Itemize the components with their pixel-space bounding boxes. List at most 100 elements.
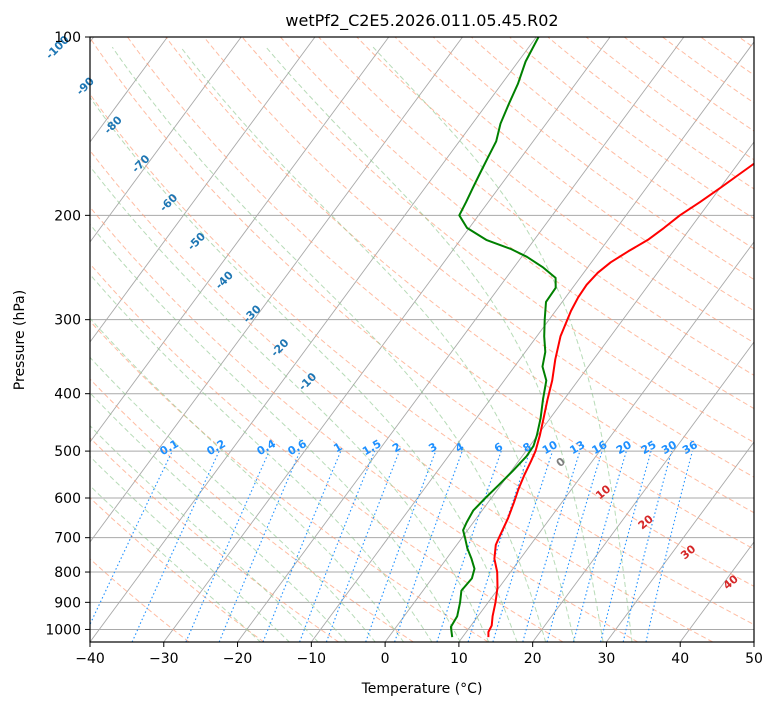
dry-adiabat-lines [90, 37, 754, 642]
dry-adiabat-line [165, 37, 754, 514]
x-axis-label: Temperature (°C) [361, 681, 483, 697]
mixing-ratio-label: 0.6 [286, 437, 310, 458]
moist-adiabat-line [90, 455, 291, 642]
temperature-profile-line [487, 162, 754, 638]
isotherm-lines [90, 37, 754, 642]
mixing-ratio-label: 25 [639, 438, 659, 457]
mixing-ratio-line [546, 450, 603, 642]
dry-adiabat-line [90, 497, 265, 642]
isotherm-label: -80 [102, 113, 125, 136]
isotherm-line [90, 37, 537, 642]
isotherm-label: -30 [241, 302, 264, 325]
dry-adiabat-line [90, 263, 564, 642]
x-tick-label: −40 [75, 651, 105, 667]
dry-adiabat-label: 40 [721, 572, 741, 592]
mixing-ratio-line [131, 450, 220, 642]
line-annotations: 0.1 0.2 0.4 0.6 1 1.5 2 3 4 6 8 10 13 16 20 25 30 36-100-… [43, 33, 741, 592]
x-tick-label: 50 [745, 651, 763, 667]
dry-adiabat-line [90, 149, 713, 642]
moist-adiabat-line [90, 96, 518, 642]
moist-adiabat-line [180, 46, 575, 642]
mixing-ratio-line [262, 450, 342, 642]
mixing-ratio-label: 36 [680, 438, 700, 457]
mixing-ratio-label: 1.5 [360, 437, 383, 458]
isotherm-line [384, 141, 754, 642]
x-axis-ticks: −40 −30 −20 −10 0 10 20 30 40 50 [75, 642, 763, 667]
y-tick-label: 400 [54, 387, 81, 403]
mixing-ratio-label: 2 [390, 440, 403, 455]
isotherm-line [90, 37, 463, 543]
x-tick-label: 0 [381, 651, 390, 667]
mixing-ratio-line [436, 450, 502, 642]
x-tick-label: −10 [297, 651, 327, 667]
y-tick-label: 500 [54, 444, 81, 460]
moist-adiabat-line [111, 46, 547, 642]
moist-adiabat-line [372, 46, 633, 642]
dry-adiabat-label: 20 [636, 512, 656, 532]
isotherm-line [237, 37, 685, 642]
y-tick-label: 300 [54, 313, 81, 329]
isotherm-label: -70 [129, 152, 152, 175]
dry-adiabat-line [90, 37, 754, 587]
mixing-ratio-lines [90, 450, 693, 642]
mixing-ratio-label: 3 [426, 440, 439, 455]
mixing-ratio-line [218, 450, 301, 642]
dry-adiabat-line [90, 437, 339, 642]
sounding-profiles [449, 37, 754, 638]
dry-adiabat-line [90, 93, 754, 626]
mixing-ratio-line [299, 450, 376, 642]
isotherm-line [532, 341, 754, 642]
dry-adiabat-line [700, 37, 754, 76]
mixing-ratio-line [492, 450, 554, 642]
moist-adiabat-lines [90, 46, 633, 642]
y-tick-label: 700 [54, 531, 81, 547]
mixing-ratio-line [522, 450, 581, 642]
isotherm-label: -90 [74, 74, 97, 97]
x-tick-label: 30 [598, 651, 616, 667]
dry-adiabat-line [547, 37, 754, 190]
y-tick-label: 800 [54, 565, 81, 581]
pressure-gridlines [90, 36, 754, 630]
dry-adiabat-line [509, 37, 754, 220]
moist-adiabat-line [265, 46, 604, 642]
isotherm-line [606, 441, 754, 642]
isotherm-label: -10 [296, 370, 319, 393]
dry-adiabat-line [471, 37, 754, 250]
background-lines [90, 37, 754, 642]
isotherm-line [458, 241, 754, 642]
isotherm-line [90, 37, 316, 343]
moist-adiabat-line [90, 223, 461, 642]
mixing-ratio-line [394, 450, 463, 642]
mixing-ratio-label: 6 [492, 440, 505, 455]
dry-adiabat-line [623, 37, 754, 132]
dry-adiabat-line [738, 37, 754, 49]
dry-adiabat-line [394, 37, 754, 312]
dry-adiabat-label: 10 [593, 482, 613, 502]
dry-adiabat-line [356, 37, 754, 344]
mixing-ratio-label: 0.1 [158, 437, 181, 458]
mixing-ratio-label: 30 [659, 438, 679, 457]
plot-frame [89, 36, 755, 643]
isotherm-line [310, 41, 754, 642]
isotherm-label: -20 [268, 336, 291, 359]
x-tick-label: 40 [671, 651, 689, 667]
dry-adiabat-line [280, 37, 754, 410]
mixing-ratio-label: 0.4 [255, 437, 279, 458]
y-tick-label: 900 [54, 595, 81, 611]
mixing-ratio-line [622, 450, 673, 642]
dry-adiabat-line [241, 37, 754, 444]
dry-adiabat-line [127, 37, 754, 550]
isotherm-label: -50 [185, 230, 208, 253]
mixing-ratio-label: 13 [567, 438, 587, 457]
mixing-ratio-label: 0.2 [205, 437, 228, 458]
dry-adiabat-line [432, 37, 754, 281]
mixing-ratio-line [185, 450, 270, 642]
moist-adiabat-line [90, 273, 433, 642]
y-axis-label: Pressure (hPa) [12, 290, 28, 390]
moist-adiabat-line [90, 356, 376, 642]
isotherm-label: -40 [213, 268, 236, 291]
isotherm-line [90, 37, 242, 243]
mixing-ratio-line [467, 450, 531, 642]
x-tick-label: 20 [524, 651, 542, 667]
